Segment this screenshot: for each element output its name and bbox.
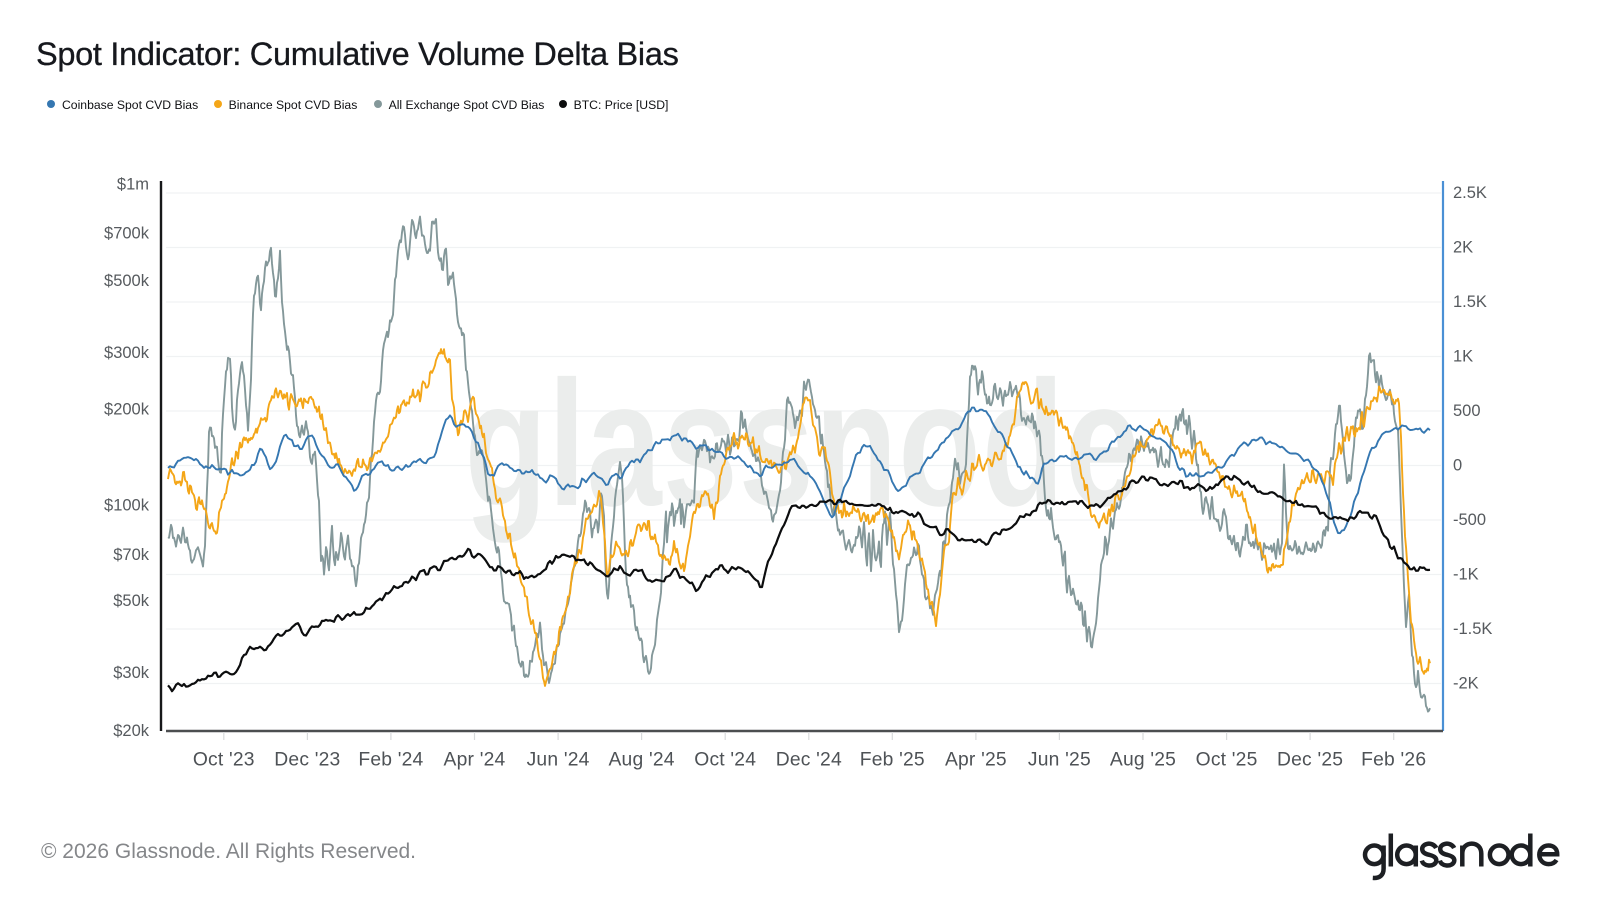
svg-text:$70k: $70k: [113, 546, 150, 564]
svg-text:Apr '24: Apr '24: [444, 750, 506, 771]
svg-text:Feb '25: Feb '25: [860, 750, 925, 771]
svg-text:1.5K: 1.5K: [1453, 293, 1487, 311]
svg-text:Aug '25: Aug '25: [1110, 750, 1176, 771]
svg-text:$100k: $100k: [104, 497, 150, 515]
svg-text:Jun '24: Jun '24: [527, 750, 590, 771]
svg-text:Feb '26: Feb '26: [1361, 750, 1426, 771]
svg-text:500: 500: [1453, 402, 1481, 420]
svg-text:Aug '24: Aug '24: [608, 750, 674, 771]
svg-text:Dec '25: Dec '25: [1277, 750, 1343, 771]
svg-text:$30k: $30k: [113, 664, 150, 682]
svg-text:Dec '24: Dec '24: [776, 750, 842, 771]
svg-text:-500: -500: [1453, 511, 1486, 529]
svg-text:1K: 1K: [1453, 348, 1473, 366]
svg-text:-2K: -2K: [1453, 675, 1479, 693]
svg-text:$200k: $200k: [104, 401, 150, 419]
svg-text:Oct '25: Oct '25: [1196, 750, 1258, 771]
svg-text:$50k: $50k: [113, 592, 150, 610]
svg-text:$1m: $1m: [117, 176, 149, 194]
svg-text:Dec '23: Dec '23: [274, 750, 340, 771]
svg-text:0: 0: [1453, 457, 1462, 475]
svg-text:2.5K: 2.5K: [1453, 184, 1487, 202]
svg-text:Apr '25: Apr '25: [945, 750, 1007, 771]
svg-text:$500k: $500k: [104, 272, 150, 290]
svg-text:Jun '25: Jun '25: [1028, 750, 1091, 771]
svg-text:$300k: $300k: [104, 344, 150, 362]
svg-text:-1.5K: -1.5K: [1453, 620, 1492, 638]
svg-text:Oct '23: Oct '23: [193, 750, 255, 771]
svg-text:$20k: $20k: [113, 722, 150, 740]
svg-text:$700k: $700k: [104, 225, 150, 243]
svg-text:2K: 2K: [1453, 239, 1473, 257]
svg-text:-1K: -1K: [1453, 566, 1479, 584]
svg-text:Feb '24: Feb '24: [358, 750, 423, 771]
svg-text:Oct '24: Oct '24: [694, 750, 756, 771]
svg-text:glassnode: glassnode: [465, 345, 1142, 543]
